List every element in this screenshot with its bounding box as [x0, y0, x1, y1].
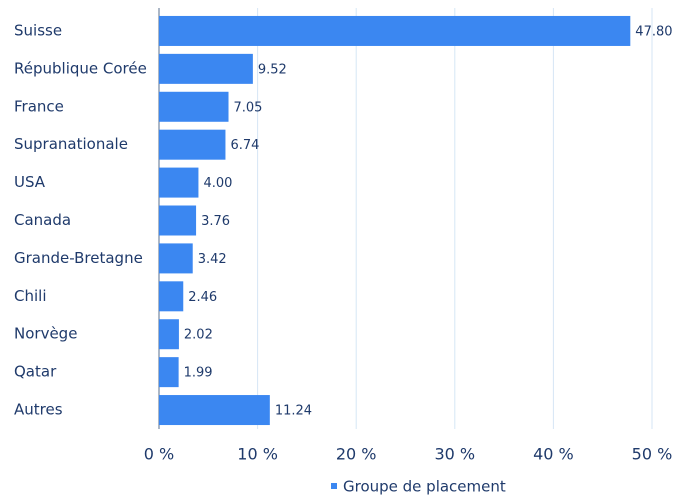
category-label: France [14, 97, 64, 115]
bar [159, 395, 270, 426]
bar [159, 281, 184, 312]
legend-label: Groupe de placement [343, 478, 506, 496]
bar [159, 319, 179, 350]
value-label: 1.99 [184, 366, 213, 381]
bar [159, 243, 193, 274]
value-label: 47.80 [635, 24, 672, 39]
category-label: Supranationale [14, 135, 128, 153]
bar [159, 205, 197, 236]
x-tick-label: 40 % [533, 445, 574, 464]
x-tick-label: 50 % [632, 445, 673, 464]
category-label: Autres [14, 401, 63, 419]
category-label: Qatar [14, 363, 57, 381]
category-label: Suisse [14, 21, 62, 39]
bar [159, 15, 631, 46]
category-label: Chili [14, 287, 46, 305]
category-label: Norvège [14, 325, 77, 343]
x-tick-label: 20 % [336, 445, 377, 464]
value-label: 4.00 [203, 176, 232, 191]
value-label: 3.76 [201, 214, 230, 229]
bar [159, 129, 226, 160]
value-label: 3.42 [198, 252, 227, 267]
x-tick-label: 30 % [434, 445, 475, 464]
value-label: 9.52 [258, 62, 287, 77]
bar [159, 357, 179, 388]
bar [159, 53, 253, 84]
value-label: 11.24 [275, 404, 312, 419]
legend-swatch [331, 483, 337, 489]
category-label: Grande-Bretagne [14, 249, 143, 267]
value-label: 6.74 [230, 138, 259, 153]
value-label: 7.05 [234, 100, 263, 115]
x-tick-label: 10 % [237, 445, 278, 464]
category-label: USA [14, 173, 46, 191]
bar [159, 167, 199, 198]
x-tick-label: 0 % [144, 445, 174, 464]
value-label: 2.02 [184, 328, 213, 343]
value-label: 2.46 [188, 290, 217, 305]
category-label: République Corée [14, 59, 147, 77]
bar [159, 91, 229, 122]
category-label: Canada [14, 211, 71, 229]
